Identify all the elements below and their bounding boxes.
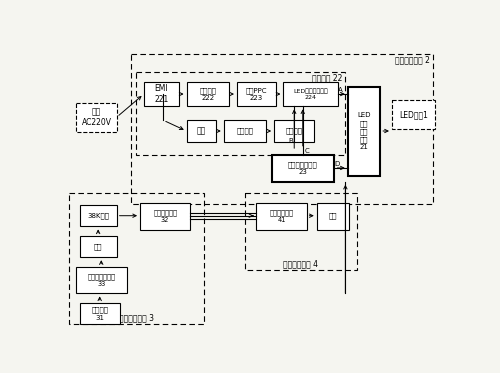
Text: B: B	[288, 138, 293, 144]
Text: EMI
221: EMI 221	[154, 84, 168, 104]
Text: 第二级处理单元
33: 第二级处理单元 33	[88, 273, 116, 287]
Bar	[237, 82, 276, 106]
Bar	[68, 193, 204, 324]
Text: C: C	[304, 148, 309, 154]
Bar	[316, 203, 350, 229]
Text: 解码: 解码	[328, 213, 337, 219]
Text: 整流滤波: 整流滤波	[236, 128, 254, 134]
Bar	[348, 87, 380, 176]
Bar	[186, 120, 216, 142]
Text: 第一级处理单元
23: 第一级处理单元 23	[288, 161, 318, 175]
Text: LED恒流驱动电路
224: LED恒流驱动电路 224	[293, 88, 328, 100]
Bar	[186, 82, 229, 106]
Text: 无线接收电路
41: 无线接收电路 41	[270, 209, 293, 223]
Text: 整流滤波
222: 整流滤波 222	[200, 87, 216, 101]
Bar	[272, 155, 334, 182]
Bar	[136, 72, 346, 155]
Text: LED
调光
控制
电路
21: LED 调光 控制 电路 21	[357, 113, 370, 150]
Bar	[140, 203, 190, 229]
Text: 无线发射模块 3: 无线发射模块 3	[119, 314, 154, 323]
Text: D: D	[334, 161, 340, 167]
Text: 38K调制: 38K调制	[87, 212, 109, 219]
Bar	[130, 54, 433, 204]
Bar	[76, 103, 117, 132]
Bar	[144, 82, 179, 106]
Bar	[392, 100, 434, 129]
Text: 无源PPC
223: 无源PPC 223	[246, 87, 267, 101]
Text: 驱动控制模块 2: 驱动控制模块 2	[395, 56, 430, 65]
Bar	[274, 120, 314, 142]
Bar	[76, 267, 127, 294]
Text: LED器件1: LED器件1	[399, 110, 428, 119]
Text: 编码: 编码	[94, 243, 102, 250]
Text: A: A	[338, 87, 343, 93]
Bar	[80, 303, 120, 324]
Bar	[80, 236, 117, 257]
Text: 市电
AC220V: 市电 AC220V	[82, 107, 112, 127]
Text: 电源电路 22: 电源电路 22	[312, 73, 342, 82]
Text: 降压: 降压	[196, 126, 206, 135]
Bar	[224, 120, 266, 142]
Bar	[244, 193, 357, 270]
Bar	[256, 203, 306, 229]
Text: 稳压电路: 稳压电路	[286, 128, 302, 134]
Text: 无线发射电路
32: 无线发射电路 32	[153, 209, 177, 223]
Text: 无线接收模块 4: 无线接收模块 4	[284, 260, 318, 269]
Bar	[284, 82, 338, 106]
Text: 输入装置
31: 输入装置 31	[91, 307, 108, 320]
Bar	[80, 205, 117, 226]
